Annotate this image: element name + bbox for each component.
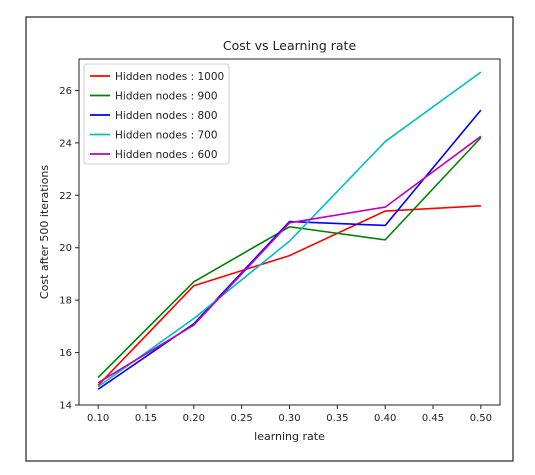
- x-tick-label: 0.50: [470, 413, 492, 424]
- legend-label: Hidden nodes : 900: [115, 90, 218, 102]
- x-tick-label: 0.15: [135, 413, 157, 424]
- legend: Hidden nodes : 1000 Hidden nodes : 900 Hid…: [83, 63, 230, 165]
- legend-box: [83, 63, 230, 165]
- x-tick-label: 0.35: [326, 413, 348, 424]
- y-tick-label: 24: [59, 138, 72, 149]
- series-line-2: [97, 109, 482, 390]
- legend-label: Hidden nodes : 1000: [115, 71, 224, 83]
- series-lines: [97, 71, 482, 390]
- y-tick-label: 26: [59, 86, 72, 97]
- y-tick-label: 22: [59, 191, 72, 202]
- x-tick-label: 0.20: [183, 413, 205, 424]
- series-line-0: [97, 204, 481, 386]
- x-tick-label: 0.45: [422, 413, 444, 424]
- x-axis-label: learning rate: [254, 430, 325, 443]
- legend-label: Hidden nodes : 800: [115, 110, 218, 122]
- y-axis-label: Cost after 500 iterations: [38, 165, 51, 299]
- x-tick-label: 0.40: [374, 413, 396, 424]
- legend-label: Hidden nodes : 700: [115, 129, 218, 141]
- x-tick-label: 0.30: [278, 413, 300, 424]
- series-line-3: [97, 71, 482, 388]
- legend-label: Hidden nodes : 600: [115, 149, 218, 161]
- x-tick-label: 0.25: [231, 413, 253, 424]
- x-axis-ticks: 0.10 0.15 0.20 0.25 0.30 0.35 0.40 0.45 0.50: [87, 405, 492, 424]
- y-tick-label: 14: [59, 401, 72, 412]
- y-tick-label: 16: [59, 348, 72, 359]
- y-tick-label: 20: [59, 243, 72, 254]
- series-line-1: [97, 137, 482, 379]
- chart-title: Cost vs Learning rate: [223, 38, 357, 53]
- y-axis-ticks: 14 16 18 20 22 24 26: [59, 86, 79, 412]
- y-tick-label: 18: [59, 296, 72, 307]
- x-tick-label: 0.10: [87, 413, 109, 424]
- series-line-4: [97, 135, 482, 384]
